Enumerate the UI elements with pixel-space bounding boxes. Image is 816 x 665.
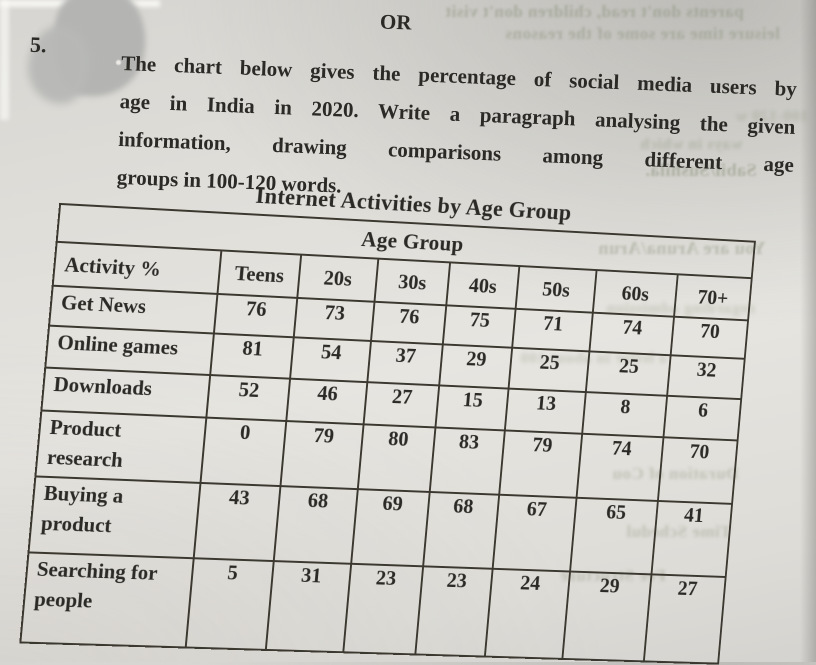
smudge-blob-small (28, 26, 90, 104)
value-cell: 15 (435, 385, 509, 431)
activity-cell: Searching for people (20, 552, 194, 648)
bleedthrough-text: parents don't read, children don't visit (445, 2, 744, 21)
column-header: Teens (217, 250, 302, 298)
column-header: 20s (297, 254, 379, 302)
data-table: Age Group Activity % Teens 20s 30s 40s 50s 60s… (19, 203, 756, 665)
value-cell: 25 (585, 351, 671, 396)
value-cell: 25 (508, 347, 590, 393)
smudge-speck (116, 60, 121, 65)
value-cell: 69 (351, 489, 430, 567)
value-cell: 70 (657, 437, 738, 504)
value-cell: 23 (415, 566, 493, 657)
value-cell: 74 (589, 312, 675, 356)
value-cell: 13 (504, 388, 586, 434)
value-cell: 29 (439, 344, 513, 389)
value-cell: 68 (273, 486, 358, 564)
value-cell: 71 (512, 308, 593, 352)
value-cell: 23 (343, 563, 424, 655)
value-cell: 73 (293, 297, 375, 341)
value-cell: 46 (286, 378, 368, 425)
value-cell: 24 (484, 568, 571, 659)
value-cell: 41 (651, 500, 733, 577)
value-cell: 68 (423, 491, 500, 569)
activity-cell: Online games (45, 325, 214, 376)
value-cell: 8 (582, 392, 668, 438)
value-cell: 31 (265, 561, 352, 653)
or-label: OR (379, 9, 412, 35)
value-cell: 0 (200, 417, 287, 487)
column-header: 30s (374, 258, 451, 306)
column-header: 60s (592, 270, 678, 317)
value-cell: 76 (213, 293, 298, 338)
value-cell: 81 (210, 333, 294, 379)
column-header: 40s (446, 262, 520, 309)
column-header: 50s (515, 266, 597, 313)
bleedthrough-text: leisure time are some of the reasons (505, 24, 780, 43)
value-cell: 54 (290, 337, 372, 383)
value-cell: 37 (367, 340, 443, 386)
value-cell: 67 (492, 494, 577, 572)
value-cell: 27 (363, 382, 440, 428)
paper-right-edge-shadow (800, 0, 816, 662)
value-cell: 83 (429, 427, 505, 495)
value-cell: 32 (667, 355, 745, 400)
activity-cell: Product research (35, 410, 207, 483)
question-number: 5. (29, 31, 47, 58)
activity-cell: Buying a product (28, 476, 201, 559)
value-cell: 6 (663, 395, 742, 441)
value-cell: 65 (570, 497, 658, 575)
value-cell: 29 (562, 571, 652, 662)
value-cell: 27 (643, 574, 726, 664)
value-cell: 43 (193, 482, 281, 562)
value-cell: 70 (670, 316, 749, 359)
value-cell: 76 (371, 301, 447, 345)
value-cell: 80 (357, 424, 436, 492)
value-cell: 52 (206, 375, 291, 422)
value-cell: 79 (280, 421, 364, 490)
chart-area: Internet Activities by Age Group Age Gro… (19, 172, 764, 665)
value-cell: 74 (576, 433, 664, 501)
value-cell: 79 (499, 430, 583, 498)
value-cell: 75 (442, 305, 516, 348)
value-cell: 5 (185, 558, 274, 650)
activity-cell: Downloads (41, 367, 211, 418)
column-header: 70+ (674, 274, 752, 321)
paper-left-edge-highlight (0, 0, 9, 120)
